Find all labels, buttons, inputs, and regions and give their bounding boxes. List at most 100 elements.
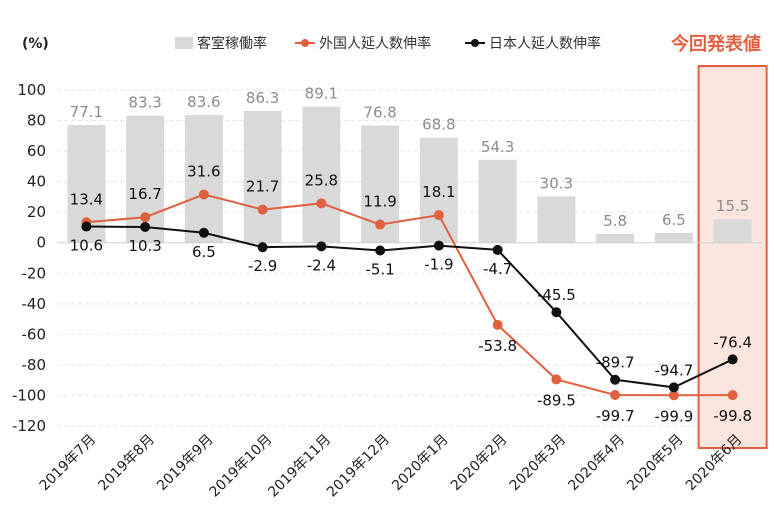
- y-tick-label: 80: [27, 112, 46, 130]
- line-value-label: 25.8: [305, 171, 338, 189]
- bar-value-label: 77.1: [70, 103, 103, 121]
- bar-value-label: 76.8: [363, 103, 396, 121]
- bar-value-label: 83.6: [187, 93, 220, 111]
- series-point: [198, 189, 209, 200]
- line-value-label: 10.6: [70, 237, 103, 255]
- line-series: [81, 189, 738, 401]
- bar: [184, 115, 223, 243]
- line-value-label: 18.1: [422, 183, 455, 201]
- y-tick-label: -120: [12, 417, 46, 435]
- series-point: [727, 390, 738, 401]
- series-point: [316, 241, 327, 252]
- line-value-label: -99.9: [654, 407, 693, 425]
- series-point: [257, 204, 268, 215]
- bar-value-label: 89.1: [305, 85, 338, 103]
- line-value-label: 10.3: [128, 237, 161, 255]
- series-point: [433, 210, 444, 221]
- bar-value-label: 30.3: [540, 174, 573, 192]
- series-point: [551, 374, 562, 385]
- legend-label: 客室稼働率: [197, 35, 267, 52]
- series-line: [86, 193, 733, 397]
- series-point: [257, 242, 268, 253]
- series-point: [610, 389, 621, 400]
- y-tick-label: 20: [27, 203, 46, 221]
- line-value-label: -76.4: [713, 333, 752, 351]
- line-value-label: 21.7: [246, 178, 279, 196]
- series-point: [727, 354, 738, 365]
- legend-swatch: [175, 37, 193, 49]
- series-point: [140, 221, 151, 232]
- bar: [713, 219, 752, 243]
- bar: [478, 159, 517, 243]
- legend-marker: [471, 39, 479, 47]
- bar-value-label: 5.8: [603, 212, 627, 230]
- y-tick-label: -20: [22, 264, 47, 282]
- series-point: [198, 227, 209, 238]
- legend-label: 外国人延人数伸率: [319, 35, 431, 52]
- series-point: [492, 319, 503, 330]
- series-point: [375, 219, 386, 230]
- legend-label: 日本人延人数伸率: [489, 35, 601, 52]
- line-value-label: -99.8: [713, 407, 752, 425]
- bar-value-label: 68.8: [422, 116, 455, 134]
- line-value-label: -45.5: [537, 286, 576, 304]
- bar: [654, 232, 693, 243]
- line-value-label: 11.9: [363, 193, 396, 211]
- bar-value-label: 83.3: [128, 94, 161, 112]
- series-point: [81, 221, 92, 232]
- x-tick-label: 2019年8月: [95, 432, 158, 495]
- bar-value-label: 54.3: [481, 138, 514, 156]
- line-value-label: -53.8: [478, 337, 517, 355]
- line-value-label: -1.9: [424, 256, 453, 274]
- x-tick-label: 2019年9月: [154, 432, 217, 495]
- line-value-label: 13.4: [70, 190, 103, 208]
- y-tick-label: 60: [27, 142, 46, 160]
- x-tick-label: 2020年2月: [448, 432, 511, 495]
- y-tick-label: -40: [22, 295, 47, 313]
- bar: [596, 233, 635, 243]
- bar: [537, 196, 576, 243]
- series-point: [492, 244, 503, 255]
- x-axis-ticks: 2019年7月2019年8月2019年9月2019年10月2019年11月201…: [37, 432, 746, 501]
- highlight-title: 今回発表値: [671, 33, 761, 55]
- bar-series: [67, 106, 752, 243]
- bar-value-label: 15.5: [716, 197, 749, 215]
- y-tick-label: -60: [22, 325, 47, 343]
- line-value-label: -2.4: [307, 256, 336, 274]
- series-point: [551, 307, 562, 318]
- bar-value-label: 86.3: [246, 89, 279, 107]
- y-tick-label: 0: [36, 234, 46, 252]
- highlight-box: [697, 65, 768, 449]
- y-unit-label: (%): [22, 36, 49, 52]
- x-tick-label: 2020年3月: [507, 432, 570, 495]
- bar-value-label: 6.5: [662, 211, 686, 229]
- y-tick-label: 40: [27, 173, 46, 191]
- line-value-label: -5.1: [365, 261, 394, 279]
- line-value-label: -2.9: [248, 257, 277, 275]
- x-tick-label: 2020年5月: [624, 432, 687, 495]
- y-tick-label: -80: [22, 356, 47, 374]
- x-tick-label: 2019年7月: [37, 432, 100, 495]
- series-line: [86, 225, 734, 389]
- line-value-label: -99.7: [596, 407, 635, 425]
- series-point: [433, 240, 444, 251]
- legend-marker: [301, 39, 309, 47]
- y-axis-ticks: 100 80 60 40 20 0 -20 -40 -60 -80 -100 -120: [12, 81, 46, 435]
- line-value-label: -89.7: [596, 354, 635, 372]
- series-point: [375, 245, 386, 256]
- x-tick-label: 2020年1月: [389, 432, 452, 495]
- gridlines: [57, 89, 762, 427]
- series-point: [668, 390, 679, 401]
- legend: 客室稼働率 外国人延人数伸率 日本人延人数伸率: [175, 35, 601, 52]
- series-point: [668, 382, 679, 393]
- series-point: [316, 198, 327, 209]
- bar: [243, 110, 282, 243]
- line-value-label: -89.5: [537, 391, 576, 409]
- bar: [302, 106, 341, 243]
- x-tick-label: 2019年12月: [324, 432, 393, 501]
- data-labels: 77.1 83.3 83.6 86.3 89.1 76.8 68.8 54.3 30.3 5.8 6…: [70, 85, 752, 426]
- series-point: [610, 374, 621, 385]
- line-value-label: -4.7: [483, 260, 512, 278]
- y-tick-label: -100: [12, 386, 46, 404]
